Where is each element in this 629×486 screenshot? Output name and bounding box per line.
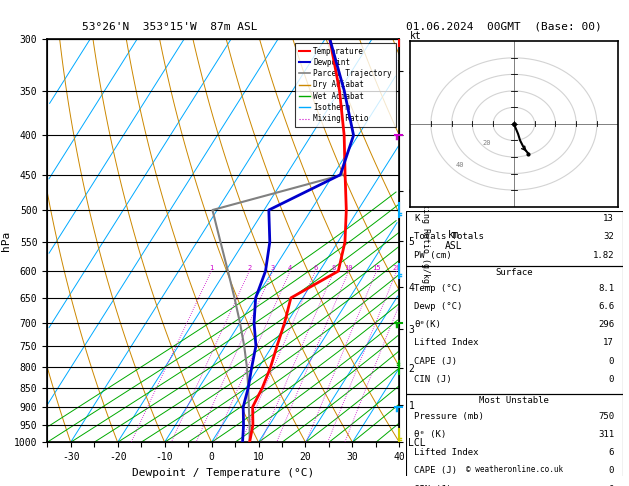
Text: Most Unstable: Most Unstable — [479, 396, 549, 405]
Y-axis label: km
ASL: km ASL — [445, 230, 463, 251]
Text: 2: 2 — [247, 265, 252, 271]
Text: 01.06.2024  00GMT  (Base: 00): 01.06.2024 00GMT (Base: 00) — [406, 22, 601, 32]
Text: Surface: Surface — [496, 268, 533, 277]
Text: 20: 20 — [482, 140, 491, 146]
Text: 6: 6 — [313, 265, 318, 271]
Text: 1: 1 — [209, 265, 213, 271]
Text: kt: kt — [410, 31, 422, 41]
Text: θᵉ(K): θᵉ(K) — [415, 320, 442, 329]
Text: Lifted Index: Lifted Index — [415, 448, 479, 457]
Text: CAPE (J): CAPE (J) — [415, 467, 457, 475]
Text: © weatheronline.co.uk: © weatheronline.co.uk — [465, 465, 563, 474]
Text: 1.82: 1.82 — [593, 251, 614, 260]
Text: 20: 20 — [392, 265, 401, 271]
Text: 53°26'N  353°15'W  87m ASL: 53°26'N 353°15'W 87m ASL — [82, 22, 257, 32]
Text: 15: 15 — [372, 265, 381, 271]
Legend: Temperature, Dewpoint, Parcel Trajectory, Dry Adiabat, Wet Adiabat, Isotherm, Mi: Temperature, Dewpoint, Parcel Trajectory… — [295, 43, 396, 127]
Text: 17: 17 — [603, 338, 614, 347]
Text: 0: 0 — [609, 485, 614, 486]
Text: Dewp (°C): Dewp (°C) — [415, 302, 463, 311]
Text: 40: 40 — [455, 162, 464, 168]
Text: 4: 4 — [288, 265, 292, 271]
Y-axis label: hPa: hPa — [1, 230, 11, 251]
Text: Totals Totals: Totals Totals — [415, 232, 484, 242]
Text: 6.6: 6.6 — [598, 302, 614, 311]
Text: 10: 10 — [345, 265, 353, 271]
Text: 0: 0 — [609, 375, 614, 384]
Text: CIN (J): CIN (J) — [415, 375, 452, 384]
Text: 3: 3 — [270, 265, 275, 271]
Text: 0: 0 — [609, 467, 614, 475]
Text: 8.1: 8.1 — [598, 284, 614, 293]
Text: 296: 296 — [598, 320, 614, 329]
Text: Temp (°C): Temp (°C) — [415, 284, 463, 293]
Text: 0: 0 — [609, 357, 614, 365]
Text: Pressure (mb): Pressure (mb) — [415, 412, 484, 420]
Text: 6: 6 — [609, 448, 614, 457]
Text: 8: 8 — [332, 265, 336, 271]
Text: 750: 750 — [598, 412, 614, 420]
Text: CAPE (J): CAPE (J) — [415, 357, 457, 365]
Text: K: K — [415, 214, 420, 223]
Text: 13: 13 — [603, 214, 614, 223]
Text: Lifted Index: Lifted Index — [415, 338, 479, 347]
Text: θᵉ (K): θᵉ (K) — [415, 430, 447, 439]
Text: PW (cm): PW (cm) — [415, 251, 452, 260]
Text: CIN (J): CIN (J) — [415, 485, 452, 486]
Text: Mixing Ratio (g/kg): Mixing Ratio (g/kg) — [421, 193, 430, 288]
X-axis label: Dewpoint / Temperature (°C): Dewpoint / Temperature (°C) — [132, 468, 314, 478]
Text: 311: 311 — [598, 430, 614, 439]
Text: 32: 32 — [603, 232, 614, 242]
